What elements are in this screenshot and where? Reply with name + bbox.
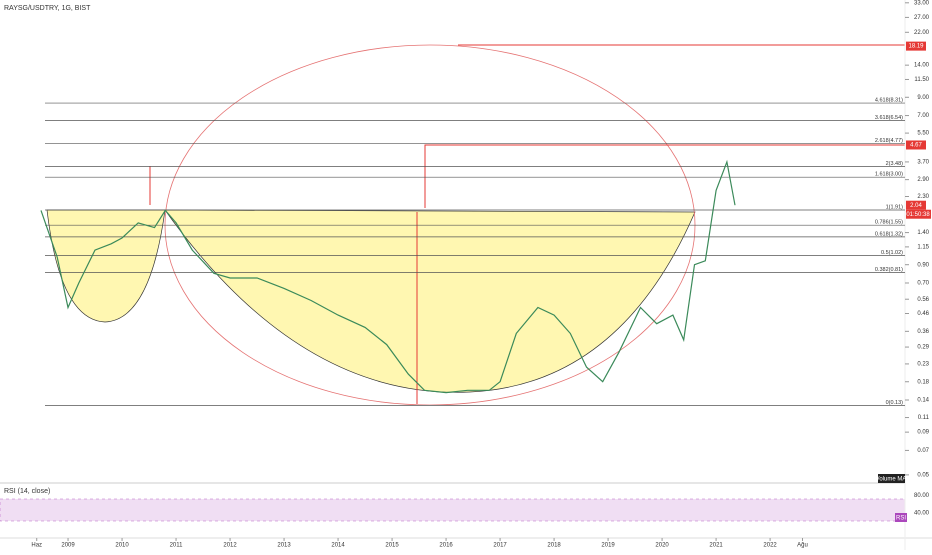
rsi-tick-label: 80.00 (914, 493, 930, 499)
x-tick-label: 2011 (170, 543, 184, 549)
rsi-title: RSI (14, close) (4, 488, 50, 495)
red-target (424, 144, 905, 208)
y-tick-label: 0.70 (917, 281, 929, 287)
x-tick-label: 2015 (385, 543, 399, 549)
y-tick-label: 14.00 (914, 63, 930, 69)
fib-label: 3.618(6.54) (875, 115, 903, 121)
rsi-tick-label: 40.00 (914, 510, 930, 516)
y-tick-label: 2.30 (917, 194, 929, 200)
small-cup (46, 209, 166, 323)
x-tick-label: Haz (31, 543, 42, 549)
rsi-badge-label: RSI (896, 516, 906, 522)
fib-label: 0.786(1.55) (875, 220, 903, 226)
x-tick-label: 2009 (61, 543, 75, 549)
y-tick-label: 0.90 (917, 262, 929, 268)
y-tick-label: 0.46 (917, 311, 929, 317)
price-badge-label: 18.19 (908, 44, 924, 50)
y-tick-label: 0.56 (917, 297, 929, 303)
x-tick-label: 2022 (763, 543, 777, 549)
fib-label: 4.618(8.31) (875, 98, 903, 104)
volume-badge (878, 474, 905, 483)
countdown-badge (906, 209, 931, 219)
fib-label: 0(0.13) (886, 400, 904, 406)
x-tick-label: 2014 (331, 543, 345, 549)
rsi-band (0, 498, 906, 522)
rsi-badge (895, 513, 907, 522)
fib-label: 0.618(1.32) (875, 231, 903, 237)
countdown: 01:50:38 (906, 212, 930, 218)
y-tick-label: 3.70 (917, 159, 929, 165)
fib-label: 2.618(4.77) (875, 138, 903, 144)
fib-label: 0.382(0.81) (875, 267, 903, 273)
fib-label: 2(3.48) (886, 161, 904, 167)
x-tick-label: 2016 (439, 543, 453, 549)
x-tick-label: 2017 (493, 543, 507, 549)
y-tick-label: 9.00 (917, 95, 929, 101)
chart-title: RAYSG/USDTRY, 1G, BIST (4, 5, 91, 12)
fib-label: 0.5(1.02) (881, 250, 903, 256)
price-badge (906, 140, 926, 150)
x-tick-label: 2010 (115, 543, 129, 549)
x-tick-label: 2020 (655, 543, 669, 549)
y-tick-label: 1.40 (917, 230, 929, 236)
x-tick-label: 2012 (223, 543, 237, 549)
volume-label: Volume MA (876, 477, 907, 483)
y-tick-label: 7.00 (917, 113, 929, 119)
x-tick-label: 2013 (277, 543, 291, 549)
y-tick-label: 0.14 (917, 398, 929, 404)
y-tick-label: 11.50 (914, 77, 929, 83)
y-tick-label: 1.15 (917, 244, 929, 250)
y-tick-label: 2.90 (917, 177, 929, 183)
y-tick-label: 22.00 (914, 30, 930, 36)
y-tick-label: 0.18 (917, 379, 929, 385)
fib-label: 1(1.91) (886, 204, 904, 210)
y-tick-label: 27.00 (914, 15, 930, 21)
price-badge-label: 4.67 (910, 143, 922, 149)
y-tick-label: 5.50 (917, 131, 929, 137)
x-tick-label: 2018 (547, 543, 561, 549)
y-tick-label: 33.00 (914, 0, 930, 6)
price-badge (906, 41, 926, 51)
y-tick-label: 0.11 (918, 415, 930, 421)
y-tick-label: 0.05 (917, 472, 929, 478)
y-tick-label: 0.36 (917, 329, 929, 335)
y-tick-label: 0.07 (917, 448, 929, 454)
y-tick-label: 0.23 (917, 361, 929, 367)
price-line (40, 159, 736, 394)
price-badge (906, 200, 926, 210)
y-tick-label: 0.09 (917, 430, 929, 436)
fib-label: 1.618(3.00) (875, 172, 903, 178)
x-tick-label: 2021 (709, 543, 723, 549)
x-tick-label: Ağu (797, 543, 808, 549)
y-tick-label: 0.29 (917, 345, 929, 351)
price-badge-label: 2.04 (910, 203, 922, 209)
x-tick-label: 2019 (601, 543, 615, 549)
